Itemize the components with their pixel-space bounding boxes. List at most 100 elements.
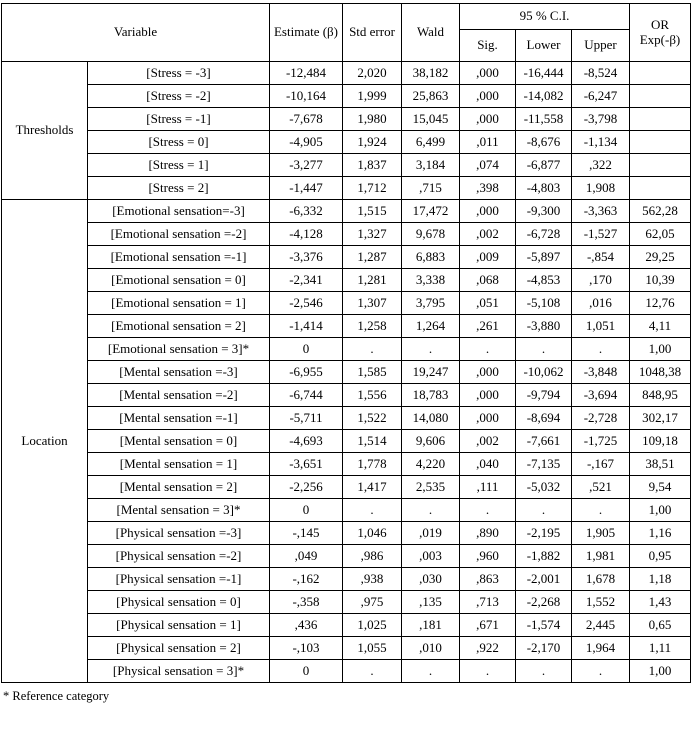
lower-cell: -11,558 — [515, 107, 572, 131]
std-error-cell: 1,515 — [342, 199, 402, 223]
wald-cell: ,019 — [401, 521, 460, 545]
upper-cell: 1,905 — [571, 521, 630, 545]
estimate-cell: -3,277 — [269, 153, 343, 177]
upper-cell: 1,908 — [571, 176, 630, 200]
estimate-cell: -1,414 — [269, 314, 343, 338]
variable-cell: [Physical sensation = 0] — [87, 590, 270, 614]
wald-cell: 3,338 — [401, 268, 460, 292]
table-body: Thresholds [Stress = -3] -12,484 2,020 38,18… — [1, 61, 691, 683]
std-error-cell: 1,055 — [342, 636, 402, 660]
upper-cell: -1,134 — [571, 130, 630, 154]
or-cell: 1,43 — [629, 590, 691, 614]
table-row: [Mental sensation = 0] -4,693 1,514 9,606,0… — [2, 429, 691, 453]
header-std-error: Std error — [342, 3, 402, 62]
or-cell: 62,05 — [629, 222, 691, 246]
upper-cell: -8,524 — [571, 61, 630, 85]
upper-cell: 1,552 — [571, 590, 630, 614]
or-cell: 1,00 — [629, 498, 691, 522]
std-error-cell: . — [342, 659, 402, 683]
wald-cell: 9,678 — [401, 222, 460, 246]
wald-cell: 38,182 — [401, 61, 460, 85]
table-row: Thresholds [Stress = -3] -12,484 2,020 38,18… — [1, 61, 691, 200]
wald-cell: ,715 — [401, 176, 460, 200]
or-cell: 848,95 — [629, 383, 691, 407]
table-row: [Stress = -1] -7,678 1,980 15,045,000 -11,55… — [2, 107, 691, 131]
variable-cell: [Physical sensation = 3]* — [87, 659, 270, 683]
sig-cell: ,000 — [459, 61, 516, 85]
sig-cell: ,000 — [459, 107, 516, 131]
results-table: Variable Estimate (β) Std error Wald 95 … — [1, 3, 691, 683]
wald-cell: ,010 — [401, 636, 460, 660]
estimate-cell: -3,651 — [269, 452, 343, 476]
sig-cell: ,002 — [459, 222, 516, 246]
sig-cell: ,713 — [459, 590, 516, 614]
wald-cell: 3,184 — [401, 153, 460, 177]
std-error-cell: 1,046 — [342, 521, 402, 545]
upper-cell: -3,694 — [571, 383, 630, 407]
header-or-exp: OR Exp(-β) — [629, 3, 691, 62]
estimate-cell: -,162 — [269, 567, 343, 591]
table-row: [Physical sensation = 3]* 0..... 1,00 — [2, 659, 691, 683]
lower-cell: -16,444 — [515, 61, 572, 85]
table-row: [Stress = 1] -3,277 1,837 3,184,074 -6,877,3… — [2, 153, 691, 177]
std-error-cell: 1,514 — [342, 429, 402, 453]
or-cell — [629, 61, 691, 85]
or-cell: 1,11 — [629, 636, 691, 660]
estimate-cell: -4,905 — [269, 130, 343, 154]
wald-cell: 4,220 — [401, 452, 460, 476]
sig-cell: ,040 — [459, 452, 516, 476]
sig-cell: ,000 — [459, 199, 516, 223]
std-error-cell: 1,999 — [342, 84, 402, 108]
header-variable: Variable — [1, 3, 270, 62]
upper-cell: -3,848 — [571, 360, 630, 384]
std-error-cell: 1,417 — [342, 475, 402, 499]
or-cell — [629, 176, 691, 200]
lower-cell: -3,880 — [515, 314, 572, 338]
sig-cell: ,011 — [459, 130, 516, 154]
wald-cell: 17,472 — [401, 199, 460, 223]
std-error-cell: 1,712 — [342, 176, 402, 200]
upper-cell: 1,051 — [571, 314, 630, 338]
estimate-cell: -6,955 — [269, 360, 343, 384]
lower-cell: -8,694 — [515, 406, 572, 430]
std-error-cell: 1,281 — [342, 268, 402, 292]
or-cell: 38,51 — [629, 452, 691, 476]
header-95-ci: 95 % C.I. — [459, 3, 630, 30]
sig-cell: ,074 — [459, 153, 516, 177]
lower-cell: -2,268 — [515, 590, 572, 614]
lower-cell: -8,676 — [515, 130, 572, 154]
table-row: [Mental sensation = 3]* 0..... 1,00 — [2, 498, 691, 522]
lower-cell: -2,001 — [515, 567, 572, 591]
upper-cell: 1,964 — [571, 636, 630, 660]
wald-cell: 2,535 — [401, 475, 460, 499]
lower-cell: -2,170 — [515, 636, 572, 660]
or-cell — [629, 84, 691, 108]
or-cell: 1,18 — [629, 567, 691, 591]
upper-cell: ,170 — [571, 268, 630, 292]
estimate-cell: -7,678 — [269, 107, 343, 131]
table-row: [Stress = 0] -4,905 1,924 6,499,011 -8,676 -1… — [2, 130, 691, 154]
sig-cell: ,960 — [459, 544, 516, 568]
variable-cell: [Emotional sensation = 3]* — [87, 337, 270, 361]
lower-cell: -1,882 — [515, 544, 572, 568]
lower-cell: -1,574 — [515, 613, 572, 637]
table-row: [Stress = 2] -1,447 1,712,715,398 -4,803 1,9… — [2, 176, 691, 200]
table-row: [Emotional sensation = 3]* 0..... 1,00 — [2, 337, 691, 361]
std-error-cell: 1,307 — [342, 291, 402, 315]
table-row: [Physical sensation =-3] -,145 1,046,019,8… — [2, 521, 691, 545]
sig-cell: . — [459, 498, 516, 522]
sig-cell: . — [459, 659, 516, 683]
upper-cell: -3,798 — [571, 107, 630, 131]
table-row: [Physical sensation =-1] -,162,938,030,86… — [2, 567, 691, 591]
std-error-cell: 1,025 — [342, 613, 402, 637]
wald-cell: ,030 — [401, 567, 460, 591]
std-error-cell: . — [342, 498, 402, 522]
estimate-cell: -12,484 — [269, 61, 343, 85]
upper-cell: ,521 — [571, 475, 630, 499]
wald-cell: 3,795 — [401, 291, 460, 315]
lower-cell: -4,803 — [515, 176, 572, 200]
upper-cell: . — [571, 498, 630, 522]
wald-cell: . — [401, 498, 460, 522]
sig-cell: ,051 — [459, 291, 516, 315]
sig-cell: ,000 — [459, 84, 516, 108]
